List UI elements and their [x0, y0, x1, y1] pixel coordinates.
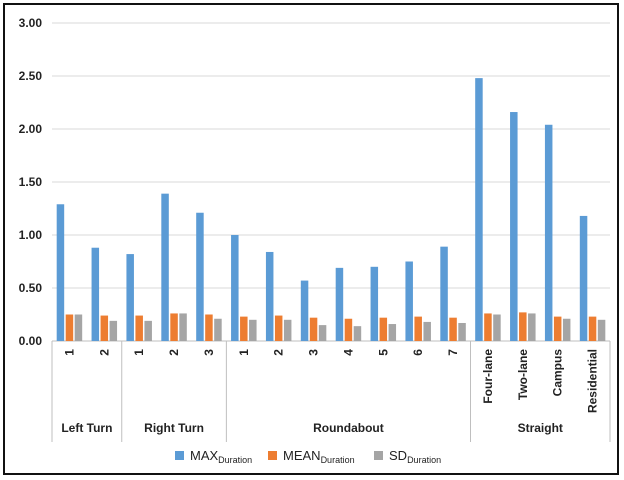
group-label: Straight: [518, 421, 563, 435]
category-label: 6: [411, 349, 425, 356]
y-tick-label: 1.50: [19, 175, 43, 189]
bar-mean: [170, 313, 178, 341]
bar-max: [91, 247, 100, 341]
bar-sd: [353, 326, 362, 341]
y-tick-label: 3.00: [19, 16, 43, 30]
legend-swatch-max: [175, 451, 184, 460]
bar-max: [161, 193, 169, 341]
category-label: 7: [446, 349, 460, 356]
bar-mean: [65, 314, 74, 341]
category-label: 3: [202, 349, 216, 356]
bar-sd: [283, 319, 292, 341]
bar-mean: [344, 318, 353, 341]
bar-max: [475, 78, 483, 342]
bar-sd: [249, 319, 257, 341]
bar-mean: [240, 316, 248, 341]
bar-max: [300, 280, 309, 341]
bar-max: [440, 246, 448, 341]
category-label: 3: [307, 349, 321, 356]
bar-mean: [553, 316, 562, 341]
legend-swatch-sd: [374, 451, 383, 460]
group-label: Roundabout: [313, 421, 384, 435]
legend-swatch-mean: [268, 451, 277, 460]
bar-mean: [449, 317, 457, 341]
legend-label-mean: MEANDuration: [283, 448, 355, 465]
bar-max: [126, 254, 134, 341]
category-label: 1: [62, 349, 76, 356]
bar-max: [56, 204, 65, 341]
bar-mean: [379, 317, 388, 341]
bar-max: [405, 261, 413, 341]
category-label: 2: [97, 349, 111, 356]
bar-mean: [205, 314, 213, 341]
category-label: 4: [341, 349, 355, 356]
category-label: Residential: [586, 349, 600, 413]
bar-max: [265, 251, 274, 341]
bar-max: [579, 215, 588, 341]
bar-sd: [493, 314, 501, 341]
bar-max: [335, 267, 344, 341]
y-tick-label: 1.00: [19, 228, 43, 242]
bar-sd: [318, 325, 327, 341]
bar-sd: [458, 322, 466, 341]
bar-mean: [100, 315, 109, 341]
bar-mean: [588, 316, 597, 341]
y-tick-label: 2.00: [19, 122, 43, 136]
bar-max: [510, 112, 518, 341]
bar-sd: [214, 318, 222, 341]
bar-mean: [414, 316, 422, 341]
bar-max: [196, 212, 204, 341]
bar-sd: [144, 320, 152, 341]
bar-mean: [519, 312, 527, 341]
bar-max: [370, 266, 379, 341]
y-tick-label: 0.50: [19, 281, 43, 295]
bar-max: [544, 124, 553, 341]
category-label: 1: [237, 349, 251, 356]
bar-mean: [484, 313, 492, 341]
category-label: Two-lane: [516, 349, 530, 400]
legend-label-sd: SDDuration: [389, 448, 441, 465]
legend-label-max: MAXDuration: [190, 448, 252, 465]
category-label: 2: [272, 349, 286, 356]
bar-sd: [423, 321, 431, 341]
group-label: Left Turn: [61, 421, 112, 435]
bar-sd: [179, 313, 187, 341]
bar-mean: [274, 315, 283, 341]
bar-mean: [135, 315, 143, 341]
category-label: 2: [167, 349, 181, 356]
bar-sd: [74, 314, 83, 341]
group-label: Right Turn: [144, 421, 204, 435]
bar-sd: [388, 324, 397, 341]
category-label: 5: [376, 349, 390, 356]
bar-sd: [528, 313, 536, 341]
y-tick-label: 2.50: [19, 69, 43, 83]
bar-sd: [562, 318, 571, 341]
y-tick-label: 0.00: [19, 334, 43, 348]
category-label: 1: [132, 349, 146, 356]
bar-sd: [109, 320, 118, 341]
category-label: Campus: [551, 349, 565, 397]
bar-sd: [597, 319, 606, 341]
bar-mean: [309, 317, 318, 341]
category-label: Four-lane: [481, 349, 495, 404]
bar-max: [231, 235, 239, 341]
